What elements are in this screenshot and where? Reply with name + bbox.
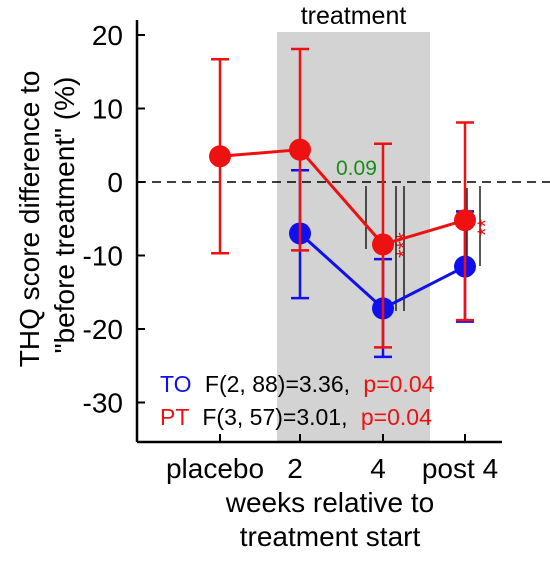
stats-line-to: TO F(2, 88)=3.36, p=0.04 [160, 371, 435, 397]
y-tick-label: 0 [107, 167, 123, 198]
treatment-region-label: treatment [301, 2, 407, 30]
y-tick-label: -20 [83, 314, 123, 345]
series-line-pt [219, 148, 466, 247]
series-layer [209, 47, 476, 359]
x-axis-ticks: placebo 2 4 post 4 [166, 434, 498, 484]
data-point-pt-4 [372, 233, 394, 256]
y-tick-label: 20 [92, 20, 123, 51]
x-tick-label-post-4: post 4 [422, 453, 498, 484]
annotation-two-stars: ** [473, 218, 498, 236]
stats-to-f-value: F(2, 88)=3.36, [205, 371, 350, 397]
x-axis-label-line-1: weeks relative to [225, 487, 435, 518]
data-point-pt-post-4 [454, 209, 476, 232]
x-tick-label-placebo: placebo [166, 453, 264, 484]
data-point-pt-placebo [209, 145, 231, 168]
x-tick-label-2: 2 [287, 453, 303, 484]
y-tick-label: 10 [92, 94, 123, 125]
significance-brackets [365, 186, 481, 311]
data-point-pt-2 [289, 138, 311, 161]
y-tick-label: -30 [83, 388, 123, 419]
y-tick-label: -10 [83, 241, 123, 272]
y-axis-ticks: 20 10 0 -10 -20 -30 [83, 20, 145, 419]
series-pt [209, 47, 476, 349]
annotation-p-trend: 0.09 [336, 157, 377, 180]
stats-pt-p-value: p=0.04 [361, 404, 432, 430]
y-axis-label-line-2: "before treatment" (%) [49, 77, 80, 354]
annotation-three-stars: *** [392, 232, 417, 258]
x-axis-label-line-2: treatment start [240, 521, 421, 552]
stats-line-pt: PT F(3, 57)=3.01, p=0.04 [160, 404, 432, 430]
y-axis-label: THQ score difference to "before treatmen… [14, 63, 80, 368]
stats-pt-group: PT [160, 404, 189, 430]
stats-to-group: TO [160, 371, 192, 397]
stats-pt-f-value: F(3, 57)=3.01, [202, 404, 347, 430]
stats-to-p-value: p=0.04 [363, 371, 434, 397]
y-axis-label-line-1: THQ score difference to [14, 71, 45, 368]
x-tick-label-4: 4 [370, 453, 386, 484]
